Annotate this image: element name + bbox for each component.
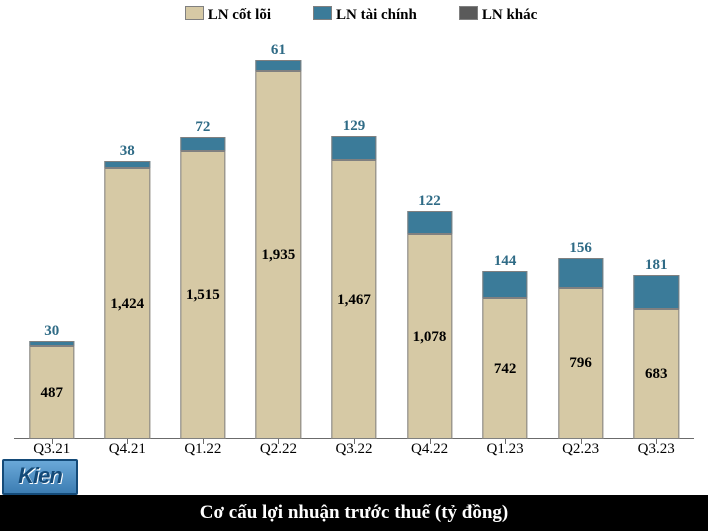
- bar-segment-fin: [29, 341, 74, 347]
- x-tick: [656, 439, 657, 444]
- legend-item-other: LN khác: [445, 6, 537, 24]
- bar-column: 1,42438: [105, 161, 150, 439]
- bar-segment-fin: [331, 136, 376, 161]
- legend-swatch-core: [185, 6, 204, 20]
- x-tick: [52, 439, 53, 444]
- bar-segment-fin: [482, 271, 527, 298]
- bar-container: 487301,424381,515721,935611,4671291,0781…: [14, 40, 694, 439]
- bar-label-fin: 181: [634, 257, 679, 274]
- bar-segment-fin: [407, 211, 452, 234]
- bar-label-fin: 72: [180, 119, 225, 136]
- bar-label-core: 1,467: [331, 292, 376, 309]
- chart-title: Cơ cấu lợi nhuận trước thuế (tỷ đồng): [200, 502, 508, 523]
- legend-item-fin: LN tài chính: [299, 6, 417, 24]
- bar-label-core: 742: [482, 361, 527, 378]
- bar-label-fin: 144: [482, 253, 527, 270]
- legend-swatch-other: [459, 6, 478, 20]
- kien-logo: Kien: [2, 459, 78, 495]
- bar-label-core: 1,078: [407, 329, 452, 346]
- x-tick: [278, 439, 279, 444]
- bar-label-core: 1,515: [180, 287, 225, 304]
- bar-segment-fin: [256, 60, 301, 72]
- legend: LN cốt lõi LN tài chính LN khác: [0, 6, 708, 24]
- bar-segment-fin: [558, 258, 603, 288]
- bar-label-core: 487: [29, 385, 74, 402]
- logo-text: Kien: [18, 463, 62, 488]
- bar-column: 683181: [634, 275, 679, 439]
- chart-footer: Cơ cấu lợi nhuận trước thuế (tỷ đồng): [0, 495, 708, 531]
- bar-label-fin: 129: [331, 118, 376, 135]
- bar-column: 1,467129: [331, 136, 376, 439]
- x-tick: [430, 439, 431, 444]
- bar-label-core: 1,424: [105, 296, 150, 313]
- x-tick: [505, 439, 506, 444]
- bar-label-core: 796: [558, 355, 603, 372]
- bar-segment-fin: [180, 137, 225, 151]
- bar-column: 742144: [482, 271, 527, 439]
- bar-label-fin: 61: [256, 42, 301, 59]
- plot-area: 487301,424381,515721,935611,4671291,0781…: [14, 40, 694, 461]
- bar-label-fin: 156: [558, 240, 603, 257]
- legend-item-core: LN cốt lõi: [171, 6, 271, 24]
- bar-label-core: 683: [634, 366, 679, 383]
- x-tick: [581, 439, 582, 444]
- bar-label-fin: 38: [105, 143, 150, 160]
- bar-label-core: 1,935: [256, 247, 301, 264]
- bar-column: 48730: [29, 341, 74, 439]
- bar-label-fin: 30: [29, 323, 74, 340]
- legend-swatch-fin: [313, 6, 332, 20]
- bar-column: 1,078122: [407, 211, 452, 439]
- bar-column: 796156: [558, 258, 603, 439]
- bar-column: 1,51572: [180, 137, 225, 439]
- x-tick: [127, 439, 128, 444]
- x-tick: [203, 439, 204, 444]
- profit-structure-chart: LN cốt lõiLN tài chínhLN khác 487301,424…: [0, 0, 708, 531]
- bar-column: 1,93561: [256, 60, 301, 439]
- x-tick: [354, 439, 355, 444]
- bar-segment-fin: [105, 161, 150, 168]
- bar-segment-fin: [634, 275, 679, 309]
- bar-label-fin: 122: [407, 193, 452, 210]
